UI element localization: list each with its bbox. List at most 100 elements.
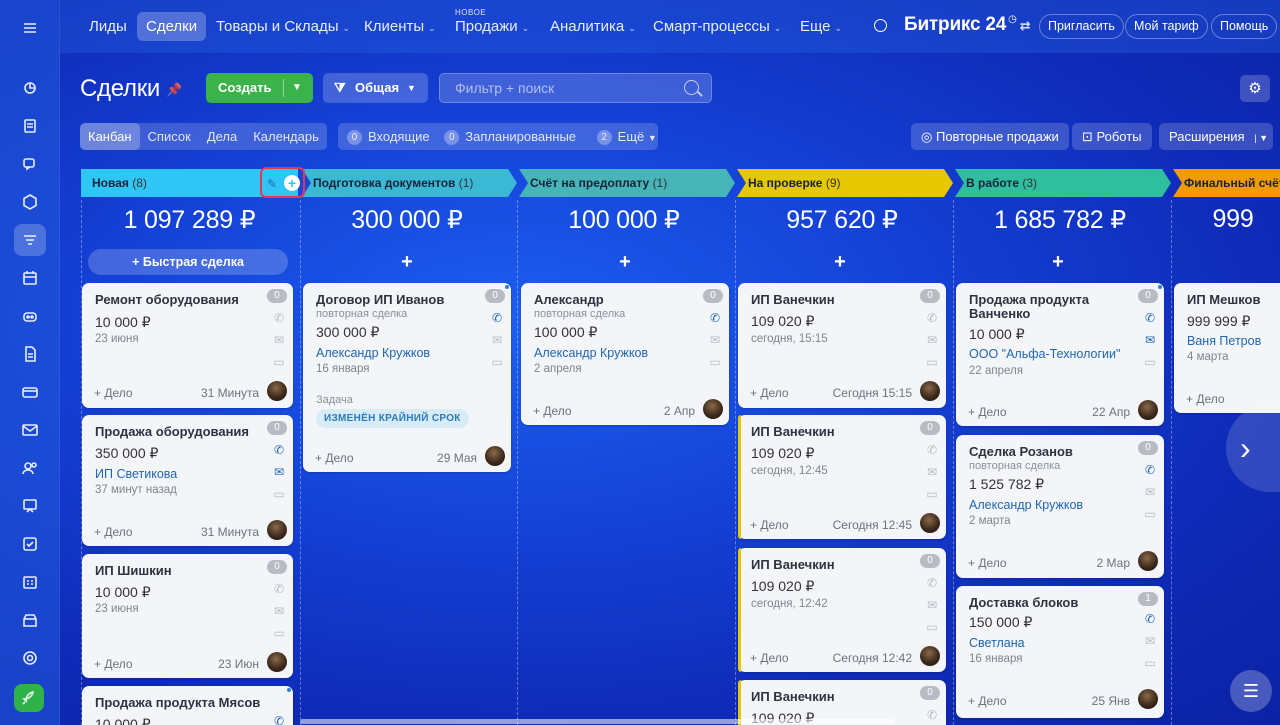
menu-icon[interactable]	[14, 12, 46, 44]
deal-card[interactable]: ИП Ванечкин 0 109 020 ₽ сегодня, 15:15 ✆…	[738, 283, 946, 408]
presentation-icon[interactable]	[14, 490, 46, 522]
document-icon[interactable]	[14, 338, 46, 370]
chat-icon[interactable]: ▭	[491, 355, 503, 369]
column-header-new[interactable]: Новая (8)	[92, 176, 147, 190]
nav-sales[interactable]: Продажи ⌄	[455, 18, 530, 35]
hexagon-icon[interactable]	[14, 186, 46, 218]
robots-button[interactable]: ⊡ Роботы	[1072, 123, 1152, 150]
mail-icon[interactable]: ✉	[1144, 634, 1156, 648]
crm-funnel-icon[interactable]	[14, 224, 46, 256]
checkbox-icon[interactable]	[14, 528, 46, 560]
repeat-sales-button[interactable]: ◎ Повторные продажи	[911, 123, 1069, 150]
add-activity-link[interactable]: + Дело	[94, 525, 133, 539]
mail-icon[interactable]: ✉	[926, 465, 938, 479]
deal-card[interactable]: Александр 0 повторная сделка 100 000 ₽ А…	[521, 283, 729, 425]
chat-icon[interactable]: ▭	[1144, 656, 1156, 670]
add-activity-link[interactable]: + Дело	[315, 451, 354, 465]
phone-icon[interactable]: ✆	[491, 311, 503, 325]
chat-icon[interactable]: ▭	[273, 626, 285, 640]
phone-icon[interactable]: ✆	[273, 714, 285, 725]
phone-icon[interactable]: ✆	[926, 443, 938, 457]
search-icon[interactable]	[874, 19, 887, 32]
help-button[interactable]: Помощь	[1211, 14, 1278, 39]
phone-icon[interactable]: ✆	[926, 311, 938, 325]
add-activity-link[interactable]: + Дело	[94, 386, 133, 400]
phone-icon[interactable]: ✆	[709, 311, 721, 325]
my-tariff-button[interactable]: Мой тариф	[1125, 14, 1208, 39]
chat-icon[interactable]	[14, 148, 46, 180]
phone-icon[interactable]: ✆	[273, 311, 285, 325]
schedule-icon[interactable]	[14, 566, 46, 598]
deal-card[interactable]: Договор ИП Иванов 0 повторная сделка 300…	[303, 283, 511, 472]
column-header-invoice[interactable]: Счёт на предоплату (1)	[530, 176, 668, 190]
counter-planned[interactable]: 0 Запланированные	[444, 129, 576, 145]
mail-icon[interactable]: ✉	[1144, 485, 1156, 499]
tab-list[interactable]: Список	[147, 129, 191, 144]
add-activity-link[interactable]: + Дело	[750, 651, 789, 665]
mail-icon[interactable]: ✉	[1144, 333, 1156, 347]
robot-icon[interactable]	[14, 300, 46, 332]
settings-icon[interactable]	[14, 642, 46, 674]
client-link[interactable]: Александр Кружков	[316, 346, 431, 360]
chat-icon[interactable]: ▭	[1144, 355, 1156, 369]
deal-card[interactable]: ИП Ванечкин 0 109 020 ₽ ✆	[738, 680, 946, 725]
phone-icon[interactable]: ✆	[1144, 311, 1156, 325]
rocket-icon[interactable]	[14, 684, 44, 712]
add-activity-link[interactable]: + Дело	[968, 556, 1007, 570]
add-activity-link[interactable]: + Дело	[968, 405, 1007, 419]
deal-card[interactable]: ИП Мешков 999 999 ₽ Ваня Петров 4 марта …	[1174, 283, 1280, 413]
add-activity-link[interactable]: + Дело	[94, 657, 133, 671]
deal-card[interactable]: ИП Ванечкин 0 109 020 ₽ сегодня, 12:45 ✆…	[738, 415, 946, 539]
nav-products[interactable]: Товары и Склады ⌄	[216, 18, 351, 35]
edit-icon[interactable]: ✎	[267, 177, 278, 191]
tasks-icon[interactable]	[14, 110, 46, 142]
mail-icon[interactable]	[14, 414, 46, 446]
nav-deals[interactable]: Сделки	[137, 12, 207, 41]
nav-analytics[interactable]: Аналитика ⌄	[550, 18, 636, 35]
tab-activities[interactable]: Дела	[206, 129, 238, 144]
quick-deal-button[interactable]: + Быстрая сделка	[88, 249, 288, 275]
add-activity-link[interactable]: + Дело	[750, 386, 789, 400]
phone-icon[interactable]: ✆	[1144, 463, 1156, 477]
list-icon[interactable]: ☰	[1230, 670, 1272, 712]
gear-icon[interactable]: ⚙	[1240, 75, 1270, 102]
nav-more[interactable]: Еще ⌄	[800, 18, 843, 35]
counter-more[interactable]: 2 Ещё ▼	[596, 129, 657, 145]
category-selector[interactable]: ⧩ Общая ▼	[323, 73, 428, 103]
calendar-icon[interactable]	[14, 262, 46, 294]
column-header-in-progress[interactable]: В работе (3)	[966, 176, 1038, 190]
client-link[interactable]: Ваня Петров	[1187, 334, 1262, 348]
add-activity-link[interactable]: + Дело	[968, 694, 1007, 708]
mail-icon[interactable]: ✉	[491, 333, 503, 347]
client-link[interactable]: Светлана	[969, 636, 1025, 650]
deal-card[interactable]: ИП Ванечкин 0 109 020 ₽ сегодня, 12:42 ✆…	[738, 548, 946, 672]
client-link[interactable]: Александр Кружков	[969, 498, 1084, 512]
phone-icon[interactable]: ✆	[273, 443, 285, 457]
deal-card[interactable]: Доставка блоков 1 150 000 ₽ Светлана 16 …	[956, 586, 1164, 718]
add-column-icon[interactable]: +	[284, 175, 300, 191]
phone-icon[interactable]: ✆	[926, 576, 938, 590]
deal-card[interactable]: Продажа продукта Ванченко 0 10 000 ₽ ООО…	[956, 283, 1164, 426]
add-activity-link[interactable]: + Дело	[533, 404, 572, 418]
chat-icon[interactable]: ▭	[273, 487, 285, 501]
counter-incoming[interactable]: 0 Входящие	[347, 129, 430, 145]
deal-card[interactable]: Продажа продукта Мясов 10 000 ₽ ✆	[82, 686, 293, 725]
chat-icon[interactable]: ▭	[926, 355, 938, 369]
column-header-final[interactable]: Финальный счёт	[1184, 176, 1280, 190]
add-deal-plus[interactable]: +	[1052, 251, 1064, 273]
mail-icon[interactable]: ✉	[926, 333, 938, 347]
column-header-review[interactable]: На проверке (9)	[748, 176, 841, 190]
mail-icon[interactable]: ✉	[926, 598, 938, 612]
search-input[interactable]: Фильтр + поиск	[439, 73, 712, 103]
mail-icon[interactable]: ✉	[273, 465, 285, 479]
create-button[interactable]: Создать ▼	[206, 73, 313, 103]
mail-icon[interactable]: ✉	[273, 333, 285, 347]
add-activity-link[interactable]: + Дело	[750, 518, 789, 532]
add-deal-plus[interactable]: +	[401, 251, 413, 273]
deal-card[interactable]: Ремонт оборудования 0 10 000 ₽ 23 июня ✆…	[82, 283, 293, 408]
scroll-right-arrow[interactable]: ›	[1226, 404, 1280, 492]
add-deal-plus[interactable]: +	[834, 251, 846, 273]
tab-kanban[interactable]: Канбан	[80, 123, 140, 150]
store-icon[interactable]	[14, 604, 46, 636]
mail-icon[interactable]: ✉	[709, 333, 721, 347]
